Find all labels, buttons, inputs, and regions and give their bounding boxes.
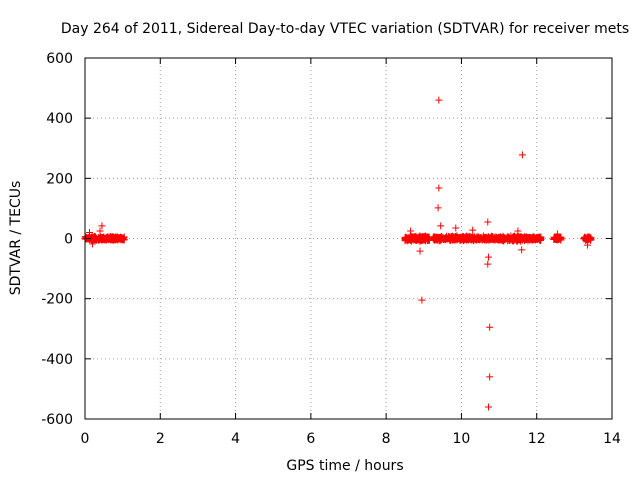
data-point — [587, 236, 595, 244]
data-point — [96, 227, 104, 235]
x-tick-label: 0 — [81, 431, 90, 447]
x-tick-label: 12 — [528, 431, 546, 447]
x-tick-label: 8 — [382, 431, 391, 447]
data-point — [418, 296, 426, 304]
data-point — [584, 233, 592, 241]
x-tick-label: 6 — [306, 431, 315, 447]
data-point — [435, 235, 443, 243]
chart-title: Day 264 of 2011, Sidereal Day-to-day VTE… — [61, 21, 629, 37]
data-point — [554, 234, 562, 242]
data-point — [407, 227, 415, 235]
data-point — [499, 235, 507, 243]
data-point — [469, 226, 477, 234]
data-point — [416, 247, 424, 255]
data-point — [536, 236, 544, 244]
data-point — [407, 235, 415, 243]
data-point — [98, 222, 106, 230]
data-point — [448, 236, 456, 244]
data-point — [584, 241, 592, 249]
data-point — [414, 234, 422, 242]
x-tick-label: 10 — [453, 431, 471, 447]
data-point — [422, 233, 430, 241]
data-point — [111, 236, 119, 244]
data-point — [553, 230, 561, 238]
data-point — [473, 236, 481, 244]
y-tick-label: 0 — [64, 232, 73, 248]
data-point — [550, 233, 558, 241]
data-point — [102, 233, 110, 241]
data-point — [482, 234, 490, 242]
data-point — [435, 96, 443, 104]
data-point — [447, 235, 455, 243]
data-point — [453, 234, 461, 242]
y-tick-label: -200 — [41, 292, 73, 308]
data-point — [518, 234, 526, 242]
data-point — [506, 235, 514, 243]
data-points — [81, 96, 595, 411]
data-point — [518, 151, 526, 159]
data-point — [485, 403, 493, 411]
data-point — [452, 233, 460, 241]
data-point — [582, 235, 590, 243]
data-point — [520, 234, 528, 242]
y-tick-label: 200 — [46, 171, 73, 187]
axis-ticks: 0 2 4 6 8 10 12 14 -600 -400 -200 0 200 400 600 — [41, 51, 621, 447]
data-point — [434, 204, 442, 212]
data-point — [452, 224, 460, 232]
data-point — [90, 233, 98, 241]
y-tick-label: 400 — [46, 111, 73, 127]
x-axis-label: GPS time / hours — [286, 458, 403, 474]
data-point — [459, 233, 467, 241]
data-point — [86, 228, 94, 236]
data-point — [484, 260, 492, 268]
x-tick-label: 14 — [603, 431, 621, 447]
data-point — [440, 234, 448, 242]
data-point — [435, 184, 443, 192]
data-point — [486, 323, 494, 331]
x-tick-label: 4 — [231, 431, 240, 447]
y-tick-label: 600 — [46, 51, 73, 67]
data-point — [120, 236, 128, 244]
data-point — [96, 236, 104, 244]
data-point — [117, 234, 125, 242]
data-point — [437, 222, 445, 230]
data-point — [509, 234, 517, 242]
data-point — [486, 373, 494, 381]
data-point — [109, 235, 117, 243]
x-tick-label: 2 — [156, 431, 165, 447]
data-point — [484, 218, 492, 226]
data-point — [485, 253, 493, 261]
data-point — [518, 246, 526, 254]
data-point — [528, 235, 536, 243]
data-point — [405, 234, 413, 242]
y-tick-label: -400 — [41, 352, 73, 368]
data-point — [483, 235, 491, 243]
data-point — [494, 233, 502, 241]
data-point — [514, 227, 522, 235]
data-point — [411, 233, 419, 241]
y-tick-label: -600 — [41, 412, 73, 428]
data-point — [89, 240, 97, 248]
y-axis-label: SDTVAR / TECUs — [8, 181, 24, 296]
